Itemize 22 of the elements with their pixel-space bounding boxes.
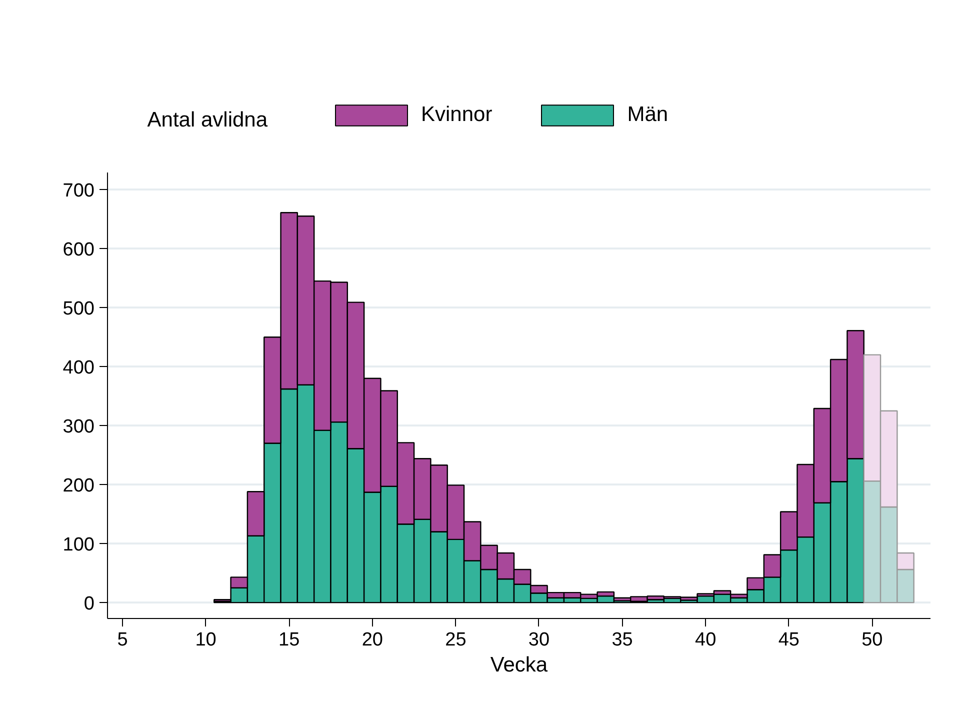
y-tick-label: 200 <box>62 476 94 497</box>
x-tick-label: 40 <box>695 630 716 650</box>
y-axis-title: Antal avlidna <box>147 108 268 132</box>
y-tick-label: 700 <box>62 180 94 202</box>
x-tick-label: 20 <box>362 630 383 650</box>
y-tick-label: 500 <box>62 298 94 320</box>
x-tick-label: 5 <box>117 630 128 650</box>
x-tick-label: 15 <box>278 630 300 650</box>
y-tick-label: 0 <box>84 594 95 615</box>
y-tick-label: 400 <box>62 358 94 379</box>
y-tick-label: 100 <box>62 534 94 556</box>
x-tick-label: 10 <box>195 630 216 650</box>
legend-label: Män <box>627 103 668 127</box>
x-tick-label: 50 <box>862 630 883 650</box>
y-tick-label: 600 <box>62 240 94 261</box>
x-tick-label: 35 <box>612 630 633 650</box>
x-tick-label: 30 <box>528 630 550 650</box>
y-tick-label: 300 <box>62 416 94 438</box>
x-tick-label: 45 <box>778 630 800 650</box>
x-tick-label: 25 <box>445 630 466 650</box>
x-axis-title: Vecka <box>490 654 548 676</box>
legend-label: Kvinnor <box>421 103 492 127</box>
